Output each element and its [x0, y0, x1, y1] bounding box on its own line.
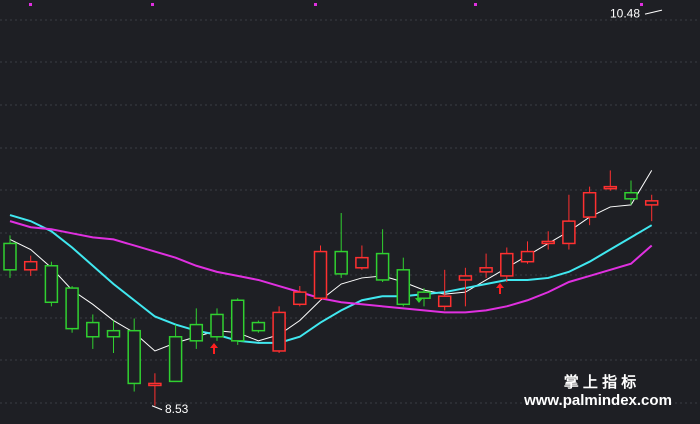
candle-body — [582, 191, 597, 218]
candle-body — [355, 256, 369, 269]
candle-body — [479, 267, 493, 273]
annotation-arrow — [644, 9, 663, 15]
candle-body — [148, 382, 162, 387]
top-markers — [29, 3, 643, 6]
candle-body — [272, 311, 286, 352]
candle-body — [251, 321, 266, 332]
candle-body — [624, 191, 638, 200]
ma-line — [9, 220, 653, 314]
annotation-label: 8.53 — [165, 402, 189, 416]
candle-body — [500, 252, 514, 277]
candle-body — [44, 265, 59, 304]
marker-dot — [640, 3, 643, 6]
candle-body — [313, 250, 328, 299]
candle-body — [106, 329, 121, 338]
candle-body — [3, 242, 17, 271]
ma-line — [9, 214, 653, 344]
annotation-label: 10.48 — [610, 6, 640, 20]
buy-arrow — [210, 343, 218, 354]
candle-body — [168, 336, 183, 383]
candle-body — [417, 291, 431, 299]
marker-dot — [314, 3, 317, 6]
candle-body — [520, 250, 535, 263]
candle-body — [644, 200, 659, 206]
candle-body — [334, 250, 348, 275]
watermark-title: 掌 上 指 标 — [564, 373, 637, 391]
annotation-arrow — [151, 405, 163, 411]
marker-dot — [474, 3, 477, 6]
candle-body — [562, 220, 576, 245]
candle-body — [189, 323, 204, 342]
candle-body — [23, 260, 38, 271]
candle-body — [65, 287, 79, 330]
ma-line — [9, 170, 653, 352]
candle-body — [86, 321, 100, 338]
candle-body — [396, 269, 411, 306]
background-grid — [0, 19, 700, 404]
candle-body — [127, 329, 141, 385]
buy-arrow — [496, 283, 504, 294]
candle-body — [603, 185, 618, 190]
candle-body — [541, 240, 555, 245]
candle-body — [210, 313, 224, 338]
candle-body — [437, 295, 452, 308]
marker-dot — [151, 3, 154, 6]
candle-body — [458, 275, 473, 281]
candle-body — [230, 299, 245, 342]
watermark-url: www.palmindex.com — [523, 392, 672, 409]
marker-dot — [29, 3, 32, 6]
candle-body — [375, 252, 390, 281]
candle-body — [293, 291, 307, 306]
